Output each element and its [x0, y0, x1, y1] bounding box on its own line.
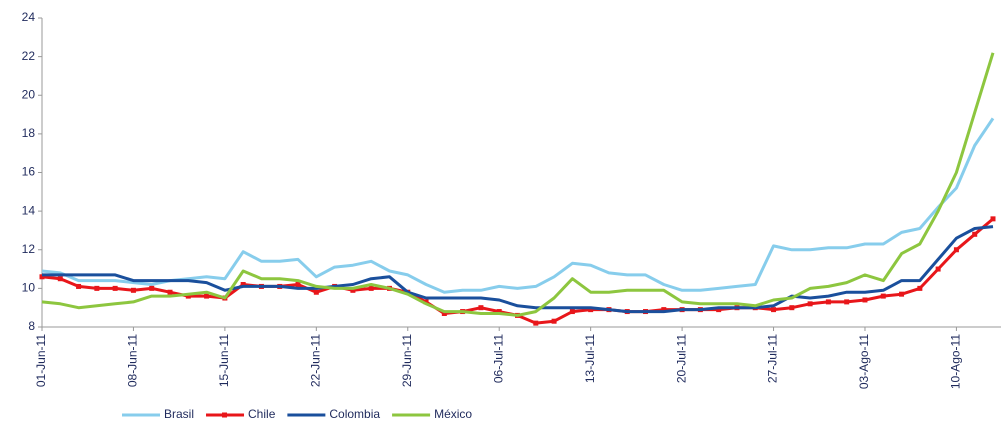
- point-marker: [953, 247, 959, 253]
- point-marker: [149, 285, 155, 291]
- point-marker: [76, 283, 82, 289]
- x-tick-label: 22-Jun-11: [308, 334, 322, 387]
- point-marker: [423, 299, 429, 305]
- series-line: [42, 225, 994, 314]
- y-tick-label: 24: [22, 10, 36, 24]
- x-tick-label: 03-Ago-11: [857, 334, 871, 389]
- legend-label: Chile: [248, 407, 276, 421]
- series-line: [41, 117, 995, 294]
- point-marker: [441, 310, 447, 316]
- point-marker: [94, 285, 100, 291]
- legend-marker: [222, 412, 228, 418]
- x-tick-label: 13-Jul-11: [583, 334, 597, 383]
- x-tick-label: 15-Jun-11: [217, 334, 231, 387]
- point-marker: [130, 287, 136, 293]
- point-marker: [899, 291, 905, 297]
- y-tick-label: 22: [22, 49, 36, 63]
- point-marker: [478, 305, 484, 311]
- point-marker: [533, 320, 539, 326]
- x-tick-label: 20-Jul-11: [674, 334, 688, 383]
- point-marker: [368, 285, 374, 291]
- point-marker: [167, 289, 173, 295]
- point-marker: [350, 287, 356, 293]
- y-tick-label: 18: [22, 126, 36, 140]
- x-tick-label: 06-Jul-11: [491, 334, 505, 383]
- legend-label: Brasil: [164, 407, 194, 421]
- x-tick-label: 27-Jul-11: [766, 334, 780, 383]
- point-marker: [569, 309, 575, 315]
- point-marker: [990, 216, 996, 222]
- y-tick-label: 14: [22, 203, 36, 217]
- point-marker: [588, 307, 594, 313]
- point-marker: [825, 299, 831, 305]
- y-tick-label: 16: [22, 165, 36, 179]
- point-marker: [204, 293, 210, 299]
- y-tick-label: 10: [22, 281, 36, 295]
- point-marker: [972, 231, 978, 237]
- point-marker: [880, 293, 886, 299]
- x-tick-label: 10-Ago-11: [949, 334, 963, 389]
- point-marker: [295, 282, 301, 288]
- point-marker: [313, 289, 319, 295]
- point-marker: [240, 282, 246, 288]
- point-marker: [771, 307, 777, 313]
- x-tick-label: 01-Jun-11: [34, 334, 48, 387]
- point-marker: [844, 299, 850, 305]
- point-marker: [862, 297, 868, 303]
- point-marker: [112, 285, 118, 291]
- legend-label: México: [434, 407, 472, 421]
- point-marker: [496, 309, 502, 315]
- point-marker: [185, 293, 191, 299]
- y-tick-label: 12: [22, 242, 36, 256]
- point-marker: [789, 305, 795, 311]
- series-line: [41, 217, 994, 325]
- y-tick-label: 20: [22, 87, 36, 101]
- x-tick-label: 08-Jun-11: [126, 334, 140, 387]
- x-tick-label: 29-Jun-11: [400, 334, 414, 387]
- point-marker: [661, 307, 667, 313]
- point-marker: [935, 266, 941, 272]
- point-marker: [807, 301, 813, 307]
- point-marker: [917, 285, 923, 291]
- y-tick-label: 8: [28, 319, 35, 333]
- legend-label: Colombia: [329, 407, 380, 421]
- point-marker: [716, 307, 722, 313]
- point-marker: [57, 276, 63, 282]
- point-marker: [551, 318, 557, 324]
- point-marker: [39, 274, 45, 280]
- series-line: [41, 52, 995, 317]
